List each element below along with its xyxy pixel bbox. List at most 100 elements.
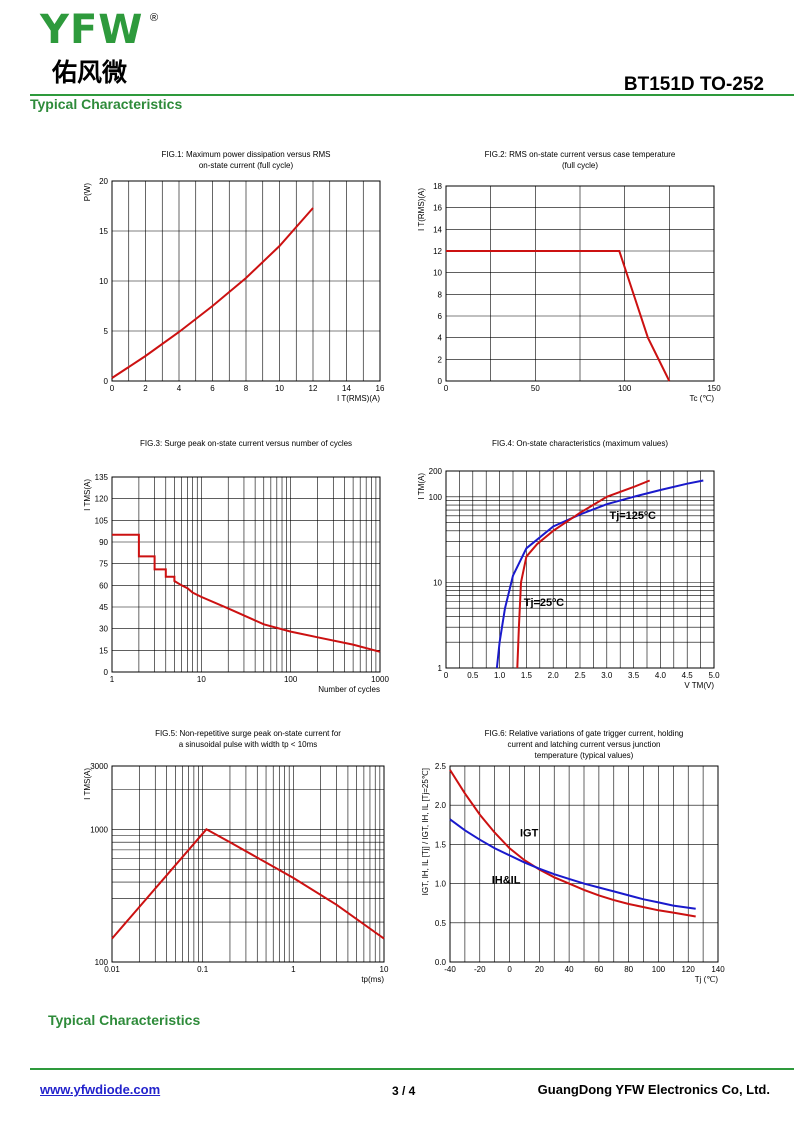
section-title-bottom: Typical Characteristics <box>48 1012 201 1028</box>
fig4-xtick-label: 3.5 <box>628 671 640 680</box>
header-rule <box>30 94 794 96</box>
section-title-top: Typical Characteristics <box>30 96 183 112</box>
fig3-chart: FIG.3: Surge peak on-state current versu… <box>83 439 389 694</box>
fig5-xlabel: tp(ms) <box>361 975 384 984</box>
fig6-xtick-label: 60 <box>594 965 603 974</box>
fig1-xtick-label: 12 <box>309 384 318 393</box>
fig2-ytick-label: 14 <box>433 225 442 234</box>
fig2-ytick-label: 2 <box>438 355 443 364</box>
fig6-ytick-label: 1.5 <box>435 840 447 849</box>
fig6-xtick-label: 20 <box>535 965 544 974</box>
fig2-ytick-label: 8 <box>438 290 443 299</box>
fig2-xtick-label: 150 <box>707 384 721 393</box>
fig1-ytick-label: 0 <box>104 377 109 386</box>
logo-chinese-name: 佑风微 <box>52 58 128 87</box>
fig5-xtick-label: 0.1 <box>197 965 209 974</box>
fig1-ytick-label: 15 <box>99 227 108 236</box>
fig4-series-tj-25-c <box>516 479 651 669</box>
fig4-xtick-label: 0 <box>444 671 449 680</box>
fig4-xtick-label: 2.0 <box>548 671 560 680</box>
fig2-xlabel: Tc (℃) <box>689 394 714 403</box>
fig1-ytick-label: 20 <box>99 177 108 186</box>
fig3-xtick-label: 1 <box>110 675 115 684</box>
fig5-ytick-label: 3000 <box>90 762 108 771</box>
fig6-xtick-label: 120 <box>682 965 696 974</box>
fig1-xtick-label: 6 <box>210 384 215 393</box>
fig2-ytick-label: 18 <box>433 182 442 191</box>
fig2-xtick-label: 100 <box>618 384 632 393</box>
fig6-ytick-label: 2.5 <box>435 762 447 771</box>
fig5-ylabel: I TMS(A) <box>83 768 92 800</box>
fig3-ytick-label: 45 <box>99 603 108 612</box>
fig3-xtick-label: 10 <box>197 675 206 684</box>
fig6-plot-frame <box>449 765 719 963</box>
fig2-title-line: FIG.2: RMS on-state current versus case … <box>485 150 676 159</box>
fig6-ytick-label: 2.0 <box>435 801 447 810</box>
fig6-xtick-label: -20 <box>474 965 486 974</box>
footer-company: GuangDong YFW Electronics Co, Ltd. <box>537 1082 770 1097</box>
fig3-ytick-label: 75 <box>99 560 108 569</box>
fig5-series-line <box>111 828 385 940</box>
fig5-title-line: FIG.5: Non-repetitive surge peak on-stat… <box>155 729 341 738</box>
fig1-xtick-label: 2 <box>143 384 148 393</box>
fig1-xtick-label: 10 <box>275 384 284 393</box>
fig2-ytick-label: 4 <box>438 334 443 343</box>
fig4-series-tj-125-c <box>495 479 704 669</box>
fig5-xtick-label: 0.01 <box>104 965 120 974</box>
fig6-title-line: FIG.6: Relative variations of gate trigg… <box>485 729 684 738</box>
fig3-ytick-label: 120 <box>95 495 109 504</box>
fig3-series-line <box>112 533 381 653</box>
fig6-xtick-label: 100 <box>652 965 666 974</box>
fig4-ylabel: I TM(A) <box>417 473 426 500</box>
footer-rule <box>30 1068 794 1070</box>
fig2-xtick-label: 0 <box>444 384 449 393</box>
fig3-ytick-label: 135 <box>95 473 109 482</box>
page-number: 3 / 4 <box>392 1084 416 1098</box>
fig2-plot-frame <box>445 185 715 382</box>
fig3-ytick-label: 60 <box>99 581 108 590</box>
fig5-chart: FIG.5: Non-repetitive surge peak on-stat… <box>83 729 389 984</box>
fig1-xtick-label: 4 <box>177 384 182 393</box>
fig3-title-line: FIG.3: Surge peak on-state current versu… <box>140 439 352 448</box>
fig1-title-line: on-state current (full cycle) <box>199 161 294 170</box>
fig6-chart: FIG.6: Relative variations of gate trigg… <box>421 729 725 984</box>
fig4-annotation: Tj=25ºC <box>524 597 564 609</box>
fig1-ytick-label: 5 <box>104 327 109 336</box>
fig4-xtick-label: 5.0 <box>708 671 720 680</box>
fig3-xtick-label: 1000 <box>371 675 389 684</box>
fig2-ytick-label: 0 <box>438 377 443 386</box>
fig6-annotation: IH&IL <box>492 875 521 887</box>
fig4-ytick-label: 200 <box>429 467 443 476</box>
fig1-plot-frame <box>111 180 381 382</box>
fig1-ylabel: P(W) <box>83 183 92 202</box>
fig1-xlabel: I T(RMS)(A) <box>337 394 380 403</box>
fig4-xlabel: V TM(V) <box>684 681 714 690</box>
fig6-title-line: temperature (typical values) <box>535 751 634 760</box>
fig4-title-line: FIG.4: On-state characteristics (maximum… <box>492 439 668 448</box>
fig1-xtick-label: 14 <box>342 384 351 393</box>
fig4-ytick-label: 1 <box>438 664 443 673</box>
registered-mark: ® <box>150 12 159 24</box>
fig4-plot-frame <box>445 470 715 669</box>
fig1-chart: FIG.1: Maximum power dissipation versus … <box>83 150 385 403</box>
fig3-xlabel: Number of cycles <box>318 685 380 694</box>
fig5-xtick-label: 10 <box>380 965 389 974</box>
fig1-ytick-label: 10 <box>99 277 108 286</box>
fig6-xtick-label: -40 <box>444 965 456 974</box>
fig1-xtick-label: 8 <box>244 384 249 393</box>
logo: YFW <box>40 7 144 53</box>
fig4-xtick-label: 0.5 <box>467 671 479 680</box>
fig6-title-line: current and latching current versus junc… <box>508 740 661 749</box>
fig6-xtick-label: 140 <box>711 965 725 974</box>
fig2-ytick-label: 12 <box>433 247 442 256</box>
fig6-series-igt <box>449 769 696 918</box>
fig3-xtick-label: 100 <box>284 675 298 684</box>
fig3-ytick-label: 15 <box>99 646 108 655</box>
footer-website-link[interactable]: www.yfwdiode.com <box>40 1082 161 1097</box>
fig4-xtick-label: 4.0 <box>655 671 667 680</box>
fig6-ytick-label: 1.0 <box>435 880 447 889</box>
fig4-chart: FIG.4: On-state characteristics (maximum… <box>417 439 720 690</box>
fig1-xtick-label: 0 <box>110 384 115 393</box>
fig5-ytick-label: 1000 <box>90 825 108 834</box>
fig4-ytick-label: 10 <box>433 578 442 587</box>
